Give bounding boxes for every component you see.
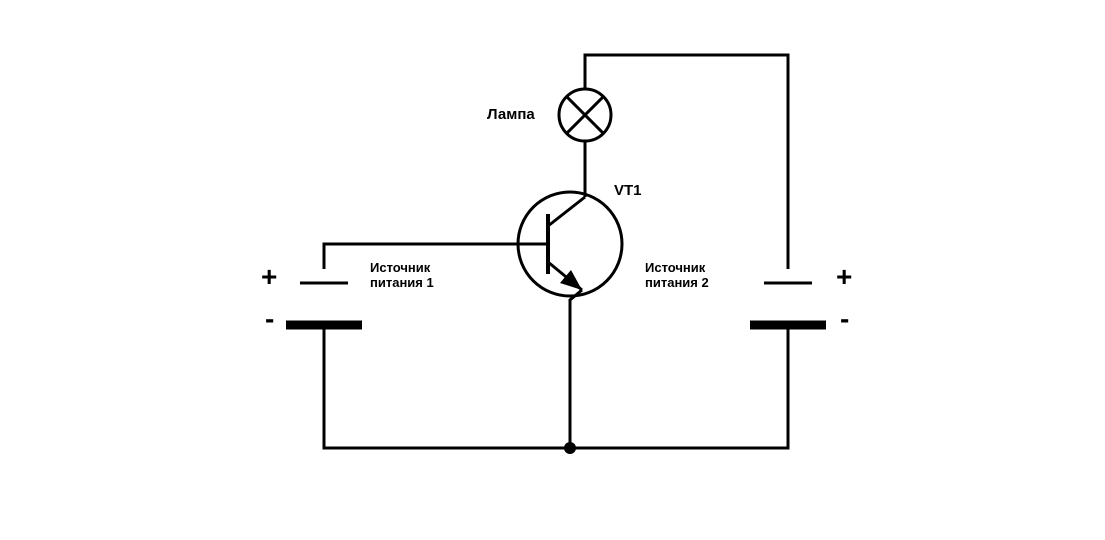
transistor-label: VT1 xyxy=(614,182,642,199)
lamp-label: Лампа xyxy=(487,106,535,123)
circuit-svg xyxy=(0,0,1105,535)
transistor-collector-line xyxy=(548,197,585,226)
wire-emitter-to-junction xyxy=(570,290,582,448)
battery2-minus-sign: - xyxy=(840,303,849,335)
battery1-plus-sign: + xyxy=(261,261,277,293)
source2-line2: питания 2 xyxy=(645,276,709,291)
battery1-minus-sign: - xyxy=(265,303,274,335)
wire-lamp-to-battery2 xyxy=(585,55,788,269)
source1-label: Источник питания 1 xyxy=(370,261,434,291)
wire-battery1-minus-to-junction xyxy=(324,329,570,448)
source2-label: Источник питания 2 xyxy=(645,261,709,291)
source1-line1: Источник xyxy=(370,261,434,276)
source2-line1: Источник xyxy=(645,261,709,276)
circuit-diagram: Лампа VT1 Источник питания 1 Источник пи… xyxy=(0,0,1105,535)
wire-junction-to-battery2 xyxy=(570,329,788,448)
source1-line2: питания 1 xyxy=(370,276,434,291)
junction-node xyxy=(564,442,576,454)
battery2-plus-sign: + xyxy=(836,261,852,293)
